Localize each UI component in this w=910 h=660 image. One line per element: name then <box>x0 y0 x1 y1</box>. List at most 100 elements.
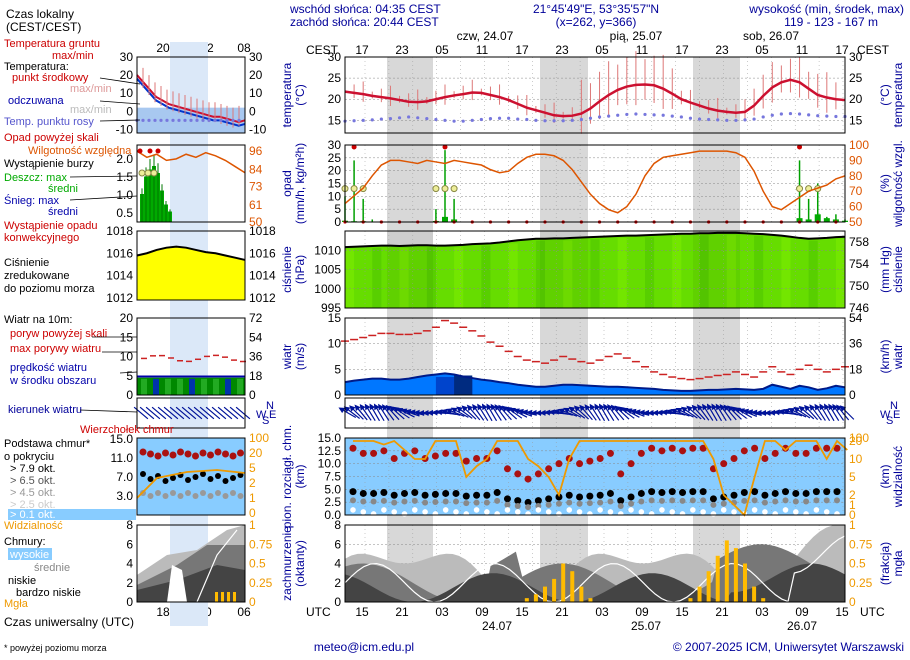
rain-avg-bar <box>814 214 821 222</box>
utc-label-right: UTC <box>860 605 885 619</box>
wind-arrow <box>498 404 512 421</box>
legend-cloud-top-dot <box>162 449 169 457</box>
legend-wind-shade <box>201 378 207 395</box>
legend-connector <box>99 119 141 122</box>
wind-arrow-head <box>418 409 425 416</box>
cloud-base-dot <box>627 493 635 501</box>
dewpoint-dot <box>797 112 802 116</box>
wind-arrow-head <box>373 403 380 411</box>
cloud-base-dot <box>411 489 419 497</box>
wind-arrow <box>823 403 835 422</box>
wind-arrow <box>804 404 819 421</box>
y-tick: 0 <box>334 215 341 229</box>
legend-over-scale-dot <box>155 148 161 154</box>
legend-dew-dot <box>195 118 199 122</box>
pressure-shade <box>590 239 600 308</box>
y-tick: 25 <box>328 151 342 165</box>
cloud-top-dot <box>462 457 470 465</box>
cloud-base-dot <box>473 491 481 499</box>
fog-bar <box>543 586 547 602</box>
fog-bar <box>533 594 538 602</box>
wind-arrow <box>828 403 840 422</box>
wind-arrow-head <box>742 408 749 415</box>
legend-y2-tick: 50 <box>249 215 263 229</box>
legend-wind-arrow-shaft <box>229 406 245 420</box>
cloud-base-dot-mid <box>658 497 665 504</box>
pressure-shade <box>508 243 518 308</box>
panel-frame <box>344 230 846 309</box>
dewpoint-dot <box>488 117 493 121</box>
y2-tick: 15 <box>849 113 863 127</box>
pressure-night-shade <box>540 231 588 308</box>
legend-cloud-top-dot <box>154 452 162 460</box>
legend-y2-tick: 73 <box>249 180 263 194</box>
cloud-top-dot <box>555 460 563 468</box>
wind-speed-line <box>344 372 846 392</box>
wind-arrow-head <box>793 406 800 413</box>
bottom-hour-label: 03 <box>595 605 609 619</box>
legend-wind-arrow <box>163 406 179 420</box>
legend-y2-tick: 0 <box>249 388 256 402</box>
wind-arrow-head <box>773 409 780 416</box>
legend-max-gust: max porywy wiatru <box>10 343 101 355</box>
legend-cloud-mid-dot <box>162 493 169 499</box>
cloud-base-dot-low <box>442 507 449 513</box>
legend-y-tick: 8 <box>126 518 133 532</box>
day-label-top: sob, 26.07 <box>743 29 799 43</box>
precip-over-scale-dot <box>442 144 448 150</box>
cloud-base-dot <box>514 497 522 505</box>
legend-y-tick: 4 <box>126 557 133 571</box>
y-tick: 15 <box>328 177 342 191</box>
cloud-base-dot <box>699 488 707 496</box>
fog-bar <box>743 563 747 602</box>
cloud-base-dot-mid <box>792 498 799 505</box>
wind-arrow-head <box>839 405 847 412</box>
cloud-base-dot-low <box>782 507 789 513</box>
legend-wind-arrow-shaft <box>193 406 209 420</box>
temperature-line <box>344 78 846 118</box>
footer-email[interactable]: meteo@icm.edu.pl <box>314 640 414 654</box>
cloud-top-dot <box>823 444 831 452</box>
y2-tick: 750 <box>849 279 869 293</box>
compass-E: E <box>893 409 900 421</box>
wind-arrow-head <box>354 404 361 412</box>
wind-arrow-head <box>670 408 678 415</box>
y2-tick: 36 <box>849 337 863 351</box>
y2-tick: 1 <box>849 498 856 512</box>
cloud-base-dot-mid <box>504 501 511 508</box>
wind-arrow <box>461 405 477 420</box>
y2-tick: 60 <box>849 200 863 214</box>
panel-frame <box>344 317 846 396</box>
legend-y-tick: 11.0 <box>111 451 134 465</box>
dewpoint-dot <box>543 119 547 123</box>
legend-cloud-mid-dot <box>222 493 229 499</box>
dewpoint-dot <box>416 116 420 120</box>
legend-convective-2: konwekcyjnego <box>4 232 79 244</box>
legend-y-tick: 1.5 <box>116 170 133 184</box>
wind-arrow <box>832 403 845 421</box>
compass-S: S <box>886 415 893 427</box>
cloud-base-dot-mid <box>720 500 727 507</box>
dewpoint-dot <box>570 118 574 122</box>
legend-y2-tick: 0 <box>249 595 256 609</box>
dewpoint-dot <box>434 117 438 122</box>
cloud-base-dot-low <box>391 509 397 515</box>
legend-wind-arrow-shaft <box>211 406 227 420</box>
visibility-line <box>353 439 848 517</box>
legend-y2-tick: 1016 <box>249 246 276 260</box>
cloud-base-dot-low <box>411 507 418 513</box>
legend-dew-dot <box>141 118 145 122</box>
wind-arrow-head <box>521 409 528 416</box>
y-tick: 5 <box>334 202 341 216</box>
legend-y2-tick: 1012 <box>249 291 276 305</box>
wind-arrow <box>584 404 597 421</box>
legend-bottom-hour: 06 <box>237 605 251 619</box>
top-hour-label: 17 <box>675 43 689 57</box>
wind-arrow <box>359 403 372 421</box>
coords: 21°45'49"E, 53°35'57"N <box>533 2 659 16</box>
top-hour-label: 11 <box>636 43 649 57</box>
cloud-base-dot-low <box>648 511 655 517</box>
legend-storm: Wystąpienie burzy <box>4 158 94 170</box>
legend-wind-arrow <box>139 406 155 420</box>
legend-y2-tick: 1014 <box>249 269 276 283</box>
